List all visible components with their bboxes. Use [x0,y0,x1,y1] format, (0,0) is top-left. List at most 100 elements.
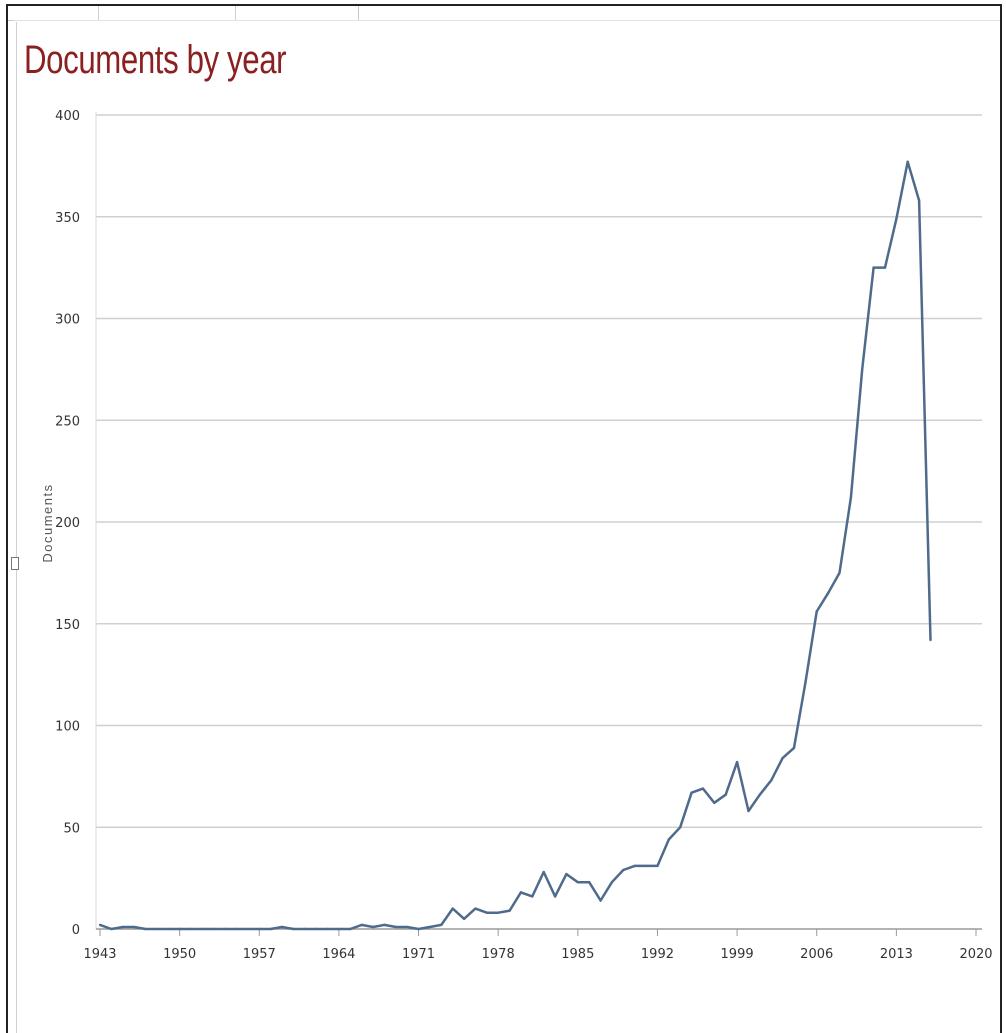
data-point-1996 [701,787,705,790]
data-point-2008 [838,571,841,575]
data-point-1989 [622,868,625,872]
data-point-1998 [724,793,727,796]
data-point-1984 [565,872,568,876]
window-frame [6,4,1002,1033]
data-point-1979 [508,909,511,912]
y-axis-label: Documents [40,483,55,562]
data-point-2009 [849,496,853,499]
data-point-2016 [929,638,932,642]
data-point-2005 [804,681,807,684]
data-point-1950 [178,927,181,931]
chart-title: Documents by year [24,38,287,82]
y-tick-250: 250 [55,414,80,429]
data-point-1990 [633,864,636,868]
data-point-1974 [451,907,454,910]
data-point-1946 [132,925,136,929]
data-point-1951 [189,927,193,931]
data-point-1944 [110,927,113,931]
data-point-1980 [519,891,523,894]
data-point-1976 [474,907,477,910]
data-point-1977 [485,911,489,914]
data-point-2000 [747,809,750,813]
data-point-1999 [735,760,739,764]
data-point-1991 [644,864,648,868]
y-tick-150: 150 [55,618,80,633]
series-line-0 [99,160,932,931]
data-point-2007 [826,592,830,595]
data-point-1968 [383,923,386,927]
data-point-1963 [326,927,329,931]
data-point-2011 [872,266,875,269]
data-point-2014 [906,160,909,164]
y-tick-300: 300 [55,313,80,328]
x-tick-2013: 2013 [880,947,913,962]
y-tick-labels: 0 50 100 150 200 250 300 350 400 [55,109,80,938]
data-point-1983 [553,895,557,898]
data-point-1949 [167,927,170,931]
data-point-1956 [246,927,250,931]
data-point-1987 [599,899,602,902]
data-point-1994 [679,826,682,829]
data-point-1975 [462,917,466,921]
data-point-1954 [223,927,227,931]
content-left-border [16,22,17,1033]
data-point-2015 [917,199,921,202]
y-tick-200: 200 [55,516,80,531]
series-layer [98,160,932,931]
axes [95,112,982,930]
y-tick-350: 350 [55,211,80,226]
data-point-1985 [576,880,580,884]
data-point-1961 [303,927,306,931]
data-point-1945 [121,925,124,929]
y-tick-100: 100 [55,720,80,735]
tab-1[interactable] [8,6,99,20]
data-point-1965 [349,927,352,931]
data-point-2010 [861,368,864,371]
x-tick-labels: 1943 1950 1957 1964 1971 1978 1985 1992 1999 2006… [83,929,993,962]
y-tick-0: 0 [72,923,80,938]
x-tick-2020: 2020 [959,947,992,962]
data-point-1969 [394,925,397,929]
data-point-1947 [144,927,147,931]
data-point-1986 [587,880,591,884]
x-tick-1971: 1971 [402,947,435,962]
data-point-1952 [201,927,204,931]
x-tick-1964: 1964 [322,947,355,962]
data-point-2003 [781,756,784,760]
data-point-1953 [212,927,215,931]
x-tick-1992: 1992 [641,947,674,962]
data-point-1981 [531,895,534,898]
data-point-2013 [895,217,898,220]
x-tick-1943: 1943 [83,947,116,962]
data-point-1948 [155,927,159,931]
data-point-1964 [337,927,341,931]
data-point-1943 [98,923,102,927]
data-point-1957 [258,927,261,931]
y-tick-400: 400 [55,109,80,124]
data-point-1992 [656,864,659,868]
data-point-1972 [428,925,432,929]
data-point-1982 [542,870,545,874]
data-point-2012 [883,266,887,269]
x-tick-1950: 1950 [163,947,196,962]
data-point-1971 [417,927,420,931]
grid-lines [96,114,982,828]
x-tick-1957: 1957 [243,947,276,962]
data-point-2001 [758,793,762,796]
content-top-border [14,20,1000,21]
x-tick-2006: 2006 [800,947,833,962]
data-point-1978 [496,911,500,914]
data-point-1958 [269,927,272,931]
data-point-1962 [314,927,318,931]
x-tick-1985: 1985 [561,947,594,962]
data-point-1967 [371,925,375,929]
y-tick-50: 50 [63,821,80,836]
data-point-1970 [405,925,409,929]
data-point-2002 [770,779,773,782]
data-point-1960 [292,927,295,931]
data-point-1966 [360,923,363,927]
tab-2[interactable] [99,6,236,20]
data-point-1993 [667,838,671,841]
resize-handle[interactable] [11,557,19,570]
